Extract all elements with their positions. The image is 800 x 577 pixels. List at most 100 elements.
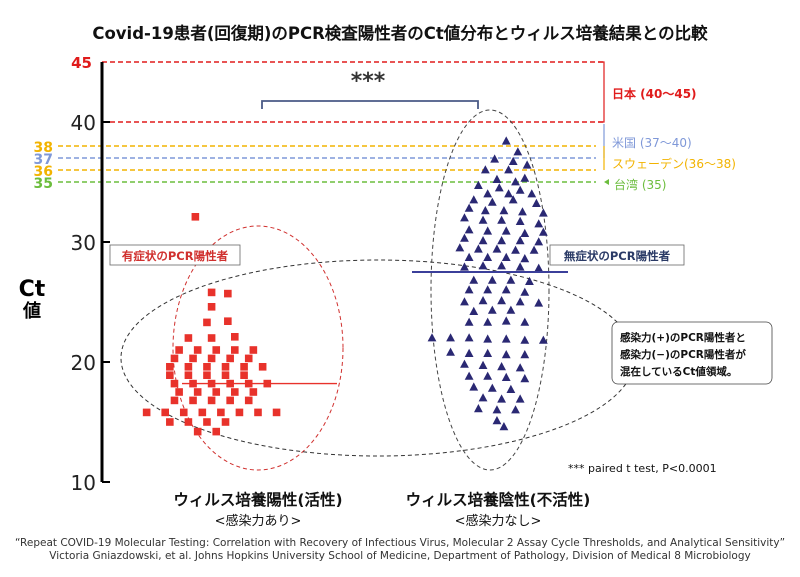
data-point-triangle bbox=[487, 383, 497, 392]
data-point-triangle bbox=[460, 233, 469, 242]
data-point-square bbox=[170, 379, 179, 388]
data-point-triangle bbox=[487, 305, 497, 314]
data-point-square bbox=[240, 371, 248, 379]
data-point-square bbox=[272, 408, 281, 417]
asymptomatic-label: 無症状のPCR陽性者 bbox=[564, 249, 671, 263]
data-point-triangle bbox=[494, 183, 504, 192]
asymptomatic-label-box bbox=[549, 244, 685, 266]
data-point-triangle bbox=[483, 334, 493, 343]
category-sublabel-positive: <感染力あり> bbox=[215, 513, 302, 529]
data-point-triangle bbox=[511, 245, 520, 254]
data-point-triangle bbox=[499, 422, 509, 431]
data-point-triangle bbox=[515, 236, 525, 245]
data-point-triangle bbox=[497, 362, 506, 371]
japan-range-bracket bbox=[598, 61, 605, 123]
data-point-square bbox=[175, 346, 183, 354]
data-point-triangle bbox=[520, 335, 530, 344]
data-point-triangle bbox=[490, 154, 500, 163]
threshold-tick-35: 35 bbox=[34, 176, 53, 192]
data-point-square bbox=[235, 408, 244, 417]
data-point-triangle bbox=[483, 371, 493, 380]
taiwan-label: 台湾 (35) bbox=[614, 177, 666, 192]
chart-title: Covid-19患者(回復期)のPCR検査陽性者のCt値分布とウィルス培養結果と… bbox=[92, 23, 708, 43]
data-point-triangle bbox=[515, 185, 525, 194]
data-point-triangle bbox=[480, 165, 490, 174]
data-point-triangle bbox=[527, 189, 537, 198]
data-point-triangle bbox=[520, 287, 530, 296]
sweden-range-label: スウェーデン(36〜38) bbox=[612, 156, 736, 171]
data-point-triangle bbox=[487, 197, 497, 206]
data-point-triangle bbox=[478, 393, 488, 402]
data-point-square bbox=[244, 396, 253, 405]
data-point-triangle bbox=[518, 207, 527, 216]
data-point-triangle bbox=[534, 298, 544, 307]
data-point-square bbox=[175, 388, 183, 396]
category-label-negative: ウィルス培養陰性(不活性) bbox=[406, 490, 591, 509]
data-point-triangle bbox=[511, 177, 520, 186]
symptomatic-label-box bbox=[109, 244, 241, 266]
data-point-square bbox=[231, 333, 239, 341]
data-point-square bbox=[166, 371, 174, 379]
data-point-triangle bbox=[464, 317, 474, 326]
data-point-triangle bbox=[515, 216, 525, 225]
category-label-positive: ウィルス培養陽性(活性) bbox=[173, 490, 342, 509]
data-point-triangle bbox=[534, 237, 544, 246]
data-point-square bbox=[193, 346, 202, 354]
mixed-region-box bbox=[611, 321, 773, 385]
data-point-triangle bbox=[478, 296, 488, 305]
data-point-square bbox=[224, 289, 232, 298]
median-lines bbox=[182, 271, 568, 385]
y-tick-label: 30 bbox=[71, 231, 96, 255]
data-point-square bbox=[142, 408, 151, 417]
data-point-square bbox=[170, 354, 179, 363]
data-point-triangle bbox=[460, 359, 469, 368]
data-point-square bbox=[249, 388, 258, 396]
data-point-triangle bbox=[478, 261, 488, 270]
data-point-triangle bbox=[520, 317, 530, 326]
data-point-triangle bbox=[525, 276, 534, 285]
data-point-triangle bbox=[529, 245, 539, 254]
mixed-region-line2: 感染力(−)のPCR陽性者が bbox=[620, 348, 746, 361]
symptomatic-ellipse bbox=[172, 225, 344, 471]
data-point-triangle bbox=[464, 333, 474, 342]
data-point-square bbox=[170, 396, 179, 405]
data-point-square bbox=[184, 363, 193, 371]
data-point-triangle bbox=[483, 317, 493, 326]
data-point-square bbox=[221, 371, 230, 379]
data-point-triangle bbox=[427, 333, 437, 342]
data-point-triangle bbox=[520, 173, 530, 182]
data-point-triangle bbox=[515, 363, 525, 372]
threshold-tick-37: 37 bbox=[34, 152, 53, 168]
y-tick-labels: 10 20 30 40 bbox=[71, 111, 110, 495]
data-point-square bbox=[184, 371, 193, 379]
data-point-triangle bbox=[501, 226, 511, 235]
data-point-triangle bbox=[522, 160, 532, 169]
data-point-triangle bbox=[492, 416, 502, 425]
data-point-triangle bbox=[483, 252, 493, 261]
data-point-triangle bbox=[501, 350, 511, 359]
data-point-square bbox=[189, 354, 197, 363]
data-point-triangle bbox=[520, 350, 530, 359]
data-point-triangle bbox=[460, 213, 469, 222]
data-point-triangle bbox=[480, 206, 490, 215]
data-point-triangle bbox=[501, 136, 511, 145]
data-point-triangle bbox=[446, 333, 455, 342]
data-point-triangle bbox=[515, 297, 525, 306]
data-point-triangle bbox=[515, 262, 525, 271]
data-point-square bbox=[258, 363, 267, 371]
data-point-triangle bbox=[464, 252, 474, 261]
significance-stars: *** bbox=[351, 69, 386, 94]
data-point-triangle bbox=[474, 180, 483, 189]
citation-line-1: “Repeat COVID-19 Molecular Testing: Corr… bbox=[14, 537, 786, 549]
data-point-square bbox=[254, 408, 262, 417]
data-point-triangle bbox=[520, 228, 530, 237]
data-point-square bbox=[166, 363, 174, 371]
data-point-triangle bbox=[499, 206, 509, 215]
data-point-triangle bbox=[501, 285, 511, 294]
data-point-triangle bbox=[501, 316, 511, 325]
data-point-triangle bbox=[464, 371, 474, 380]
data-point-triangle bbox=[492, 405, 502, 414]
data-point-triangle bbox=[492, 244, 502, 253]
data-point-triangle bbox=[506, 305, 516, 314]
